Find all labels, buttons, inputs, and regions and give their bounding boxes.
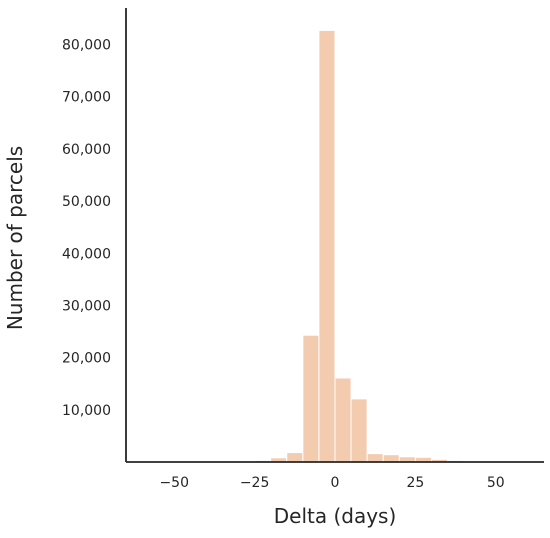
histogram-bar [335, 378, 351, 462]
x-axis-title: Delta (days) [274, 504, 397, 528]
y-tick-label: 50,000 [62, 194, 111, 210]
y-tick-label: 80,000 [62, 38, 111, 54]
histogram-bar [303, 335, 319, 462]
y-tick-label: 30,000 [62, 298, 111, 314]
histogram-bar [351, 399, 367, 462]
x-tick-label: −25 [240, 475, 270, 491]
y-axis-title: Number of parcels [3, 146, 27, 330]
x-tick-label: 25 [406, 475, 424, 491]
y-ticks-layer: 10,000 20,000 30,000 40,000 50,000 60,000 70,0… [62, 38, 111, 419]
y-tick-label: 70,000 [62, 90, 111, 106]
histogram-bar [367, 454, 383, 462]
histogram-bar [319, 30, 335, 462]
bars-layer [239, 30, 528, 462]
x-tick-label: 50 [487, 475, 505, 491]
y-tick-label: 10,000 [62, 403, 111, 419]
x-ticks-layer: −50 −25 0 25 50 [159, 475, 504, 491]
y-tick-label: 60,000 [62, 142, 111, 158]
x-tick-label: 0 [331, 475, 340, 491]
y-tick-label: 40,000 [62, 246, 111, 262]
y-tick-label: 20,000 [62, 351, 111, 367]
histogram-bar [287, 453, 303, 462]
x-tick-label: −50 [159, 475, 189, 491]
histogram-bar [383, 455, 399, 462]
